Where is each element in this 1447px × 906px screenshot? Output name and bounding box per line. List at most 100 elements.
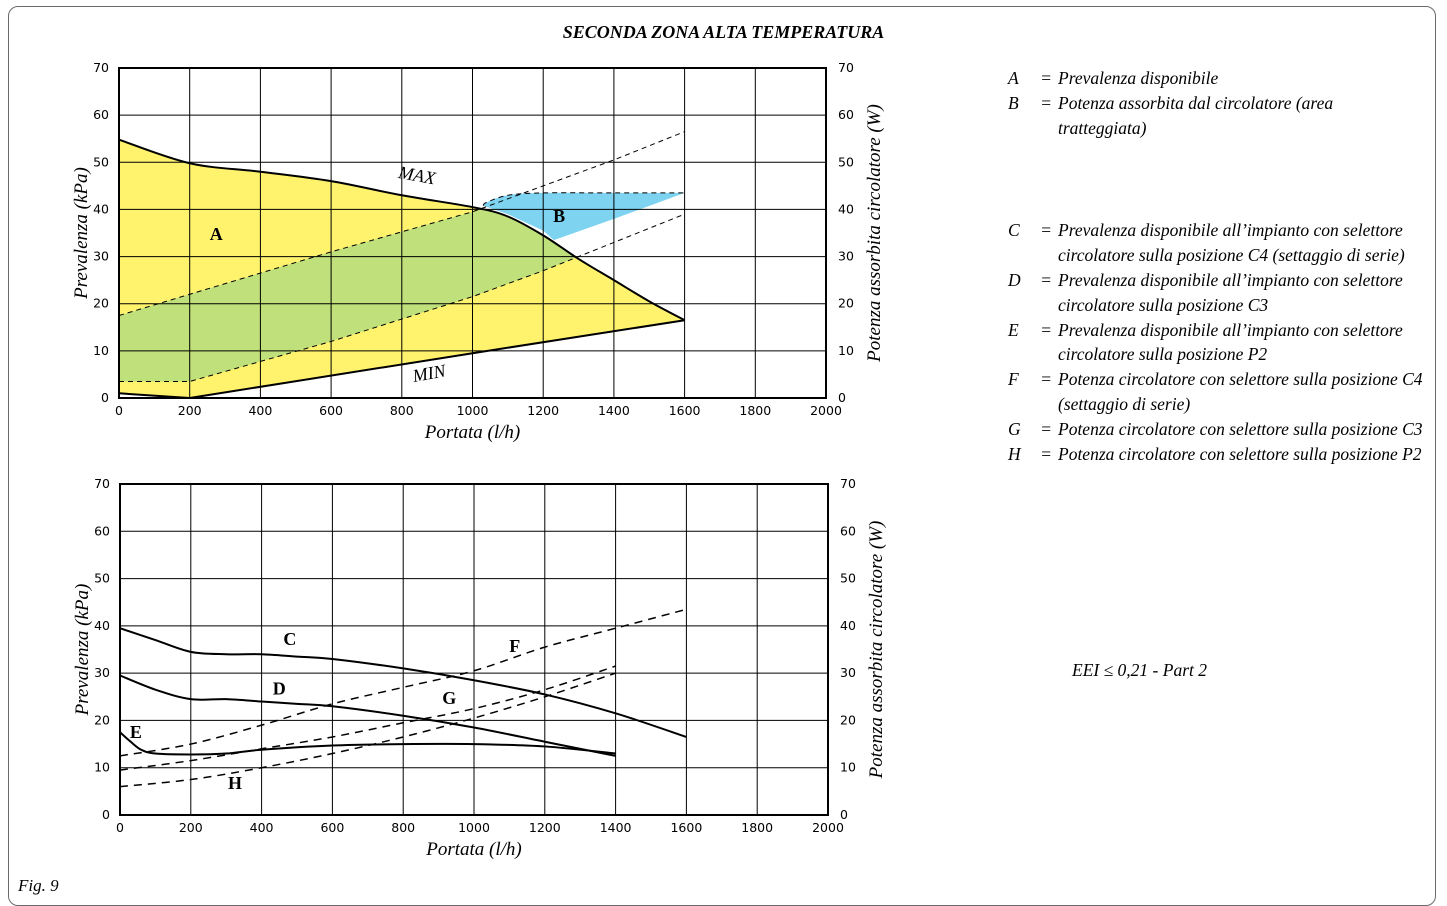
legend-key: B [1008,92,1019,113]
y-tick-label: 10 [94,760,110,775]
legend-equals: = [1040,220,1052,241]
legend-item-b: B = Potenza assorbita dal circolatore (are… [1004,91,1424,141]
y2-tick-label: 60 [840,523,856,538]
x-tick-label: 200 [179,820,203,835]
x-tick-label: 400 [248,403,272,418]
x-tick-label: 1000 [458,820,490,835]
legend-item-g: G = Potenza circolatore con selettore sull… [1004,417,1424,442]
curve-c [119,627,687,738]
x-tick-label: 1400 [598,403,630,418]
y-tick-label: 30 [93,249,109,264]
y2-tick-label: 50 [838,154,854,169]
legend-equals: = [1040,443,1052,464]
y-tick-label: 60 [93,107,109,122]
legend-key: G [1008,418,1021,439]
legend-key: D [1008,269,1021,290]
legend-key: F [1008,369,1019,390]
y2-axis-label: Potenza assorbita circolatore (W) [866,521,887,780]
x-tick-label: 600 [319,403,343,418]
y-tick-label: 40 [93,201,109,216]
y-tick-label: 20 [93,296,109,311]
y-tick-label: 40 [94,618,110,633]
y2-tick-label: 30 [840,665,856,680]
y-tick-label: 20 [94,712,110,727]
legend-equals: = [1040,269,1052,290]
x-tick-label: 400 [250,820,274,835]
y-tick-label: 60 [94,523,110,538]
figure-title: SECONDA ZONA ALTA TEMPERATURA [562,22,885,42]
y2-axis-label: Potenza assorbita circolatore (W) [864,104,885,363]
legend-equals: = [1040,92,1052,113]
y2-tick-label: 70 [838,60,854,75]
curve-label-d: D [273,678,286,698]
y2-tick-label: 0 [838,390,846,405]
y2-tick-label: 20 [840,712,856,727]
legend-item-d: D = Prevalenza disponibile all’impianto co… [1004,268,1424,318]
x-tick-label: 0 [115,403,123,418]
x-tick-label: 1600 [670,820,702,835]
legend-key: C [1008,220,1020,241]
curve-label-c: C [283,629,296,649]
area-a-label: A [210,224,223,244]
x-tick-label: 1800 [739,403,771,418]
legend-item-a: A = Prevalenza disponibile [1004,66,1424,91]
grid [119,483,829,816]
figure-label: Fig. 9 [18,876,59,895]
curve-label-f: F [509,636,520,656]
y2-tick-label: 50 [840,571,856,586]
x-tick-label: 1200 [527,403,559,418]
y-tick-label: 70 [93,60,109,75]
legend-text: Prevalenza disponibile all’impianto con … [1058,220,1405,266]
y2-tick-label: 0 [840,807,848,822]
b-lower-dashed [119,213,685,382]
y2-tick-label: 40 [838,201,854,216]
curve-d [119,674,616,757]
y2-tick-label: 40 [840,618,856,633]
x-axis-label: Portata (l/h) [425,839,522,860]
min-curve [118,319,685,400]
x-tick-label: 1200 [529,820,561,835]
legend-equals: = [1040,418,1052,439]
y-tick-label: 10 [93,343,109,358]
b-plateau-dashed [482,192,685,207]
legend-text: Prevalenza disponibile all’impianto con … [1058,319,1403,365]
legend-item-c: C = Prevalenza disponibile all’impianto co… [1004,218,1424,268]
legend-item-h: H = Potenza circolatore con selettore sull… [1004,442,1424,467]
y-axis-label: Prevalenza (kPa) [71,167,92,300]
x-tick-label: 200 [178,403,202,418]
legend-text: Potenza assorbita dal circolatore (area … [1058,92,1334,138]
curve-e [119,731,616,756]
y-axis-label: Prevalenza (kPa) [72,584,93,717]
legend-item-f: F = Potenza circolatore con selettore sull… [1004,367,1424,417]
curve-label-e: E [130,722,142,742]
y2-tick-label: 70 [840,476,856,491]
y2-tick-label: 10 [840,760,856,775]
y-tick-label: 0 [102,807,110,822]
legend-text: Potenza circolatore con selettore sulla … [1058,369,1423,414]
x-tick-label: 2000 [812,820,844,835]
legend-text: Potenza circolatore con selettore sulla … [1058,418,1423,439]
legend-text: Potenza circolatore con selettore sulla … [1058,443,1422,464]
y-tick-label: 0 [101,390,109,405]
max-curve [118,138,686,322]
x-tick-label: 1800 [741,820,773,835]
x-tick-label: 0 [116,820,124,835]
eei-note: EEI ≤ 0,21 - Part 2 [1072,660,1208,680]
legend-item-e: E = Prevalenza disponibile all’impianto co… [1004,318,1424,368]
y2-tick-label: 20 [838,296,854,311]
y-tick-label: 50 [93,154,109,169]
y-tick-label: 70 [94,476,110,491]
legend-equals: = [1040,369,1052,390]
x-tick-label: 1400 [600,820,632,835]
plot-border [119,483,829,816]
curve-label-g: G [442,688,456,708]
y2-tick-label: 60 [838,107,854,122]
curve-f [119,608,687,757]
curve-g [119,665,616,771]
x-tick-label: 1000 [457,403,489,418]
legend-equals: = [1040,68,1052,88]
legend-key: A [1008,68,1019,88]
legend-equals: = [1040,319,1052,340]
